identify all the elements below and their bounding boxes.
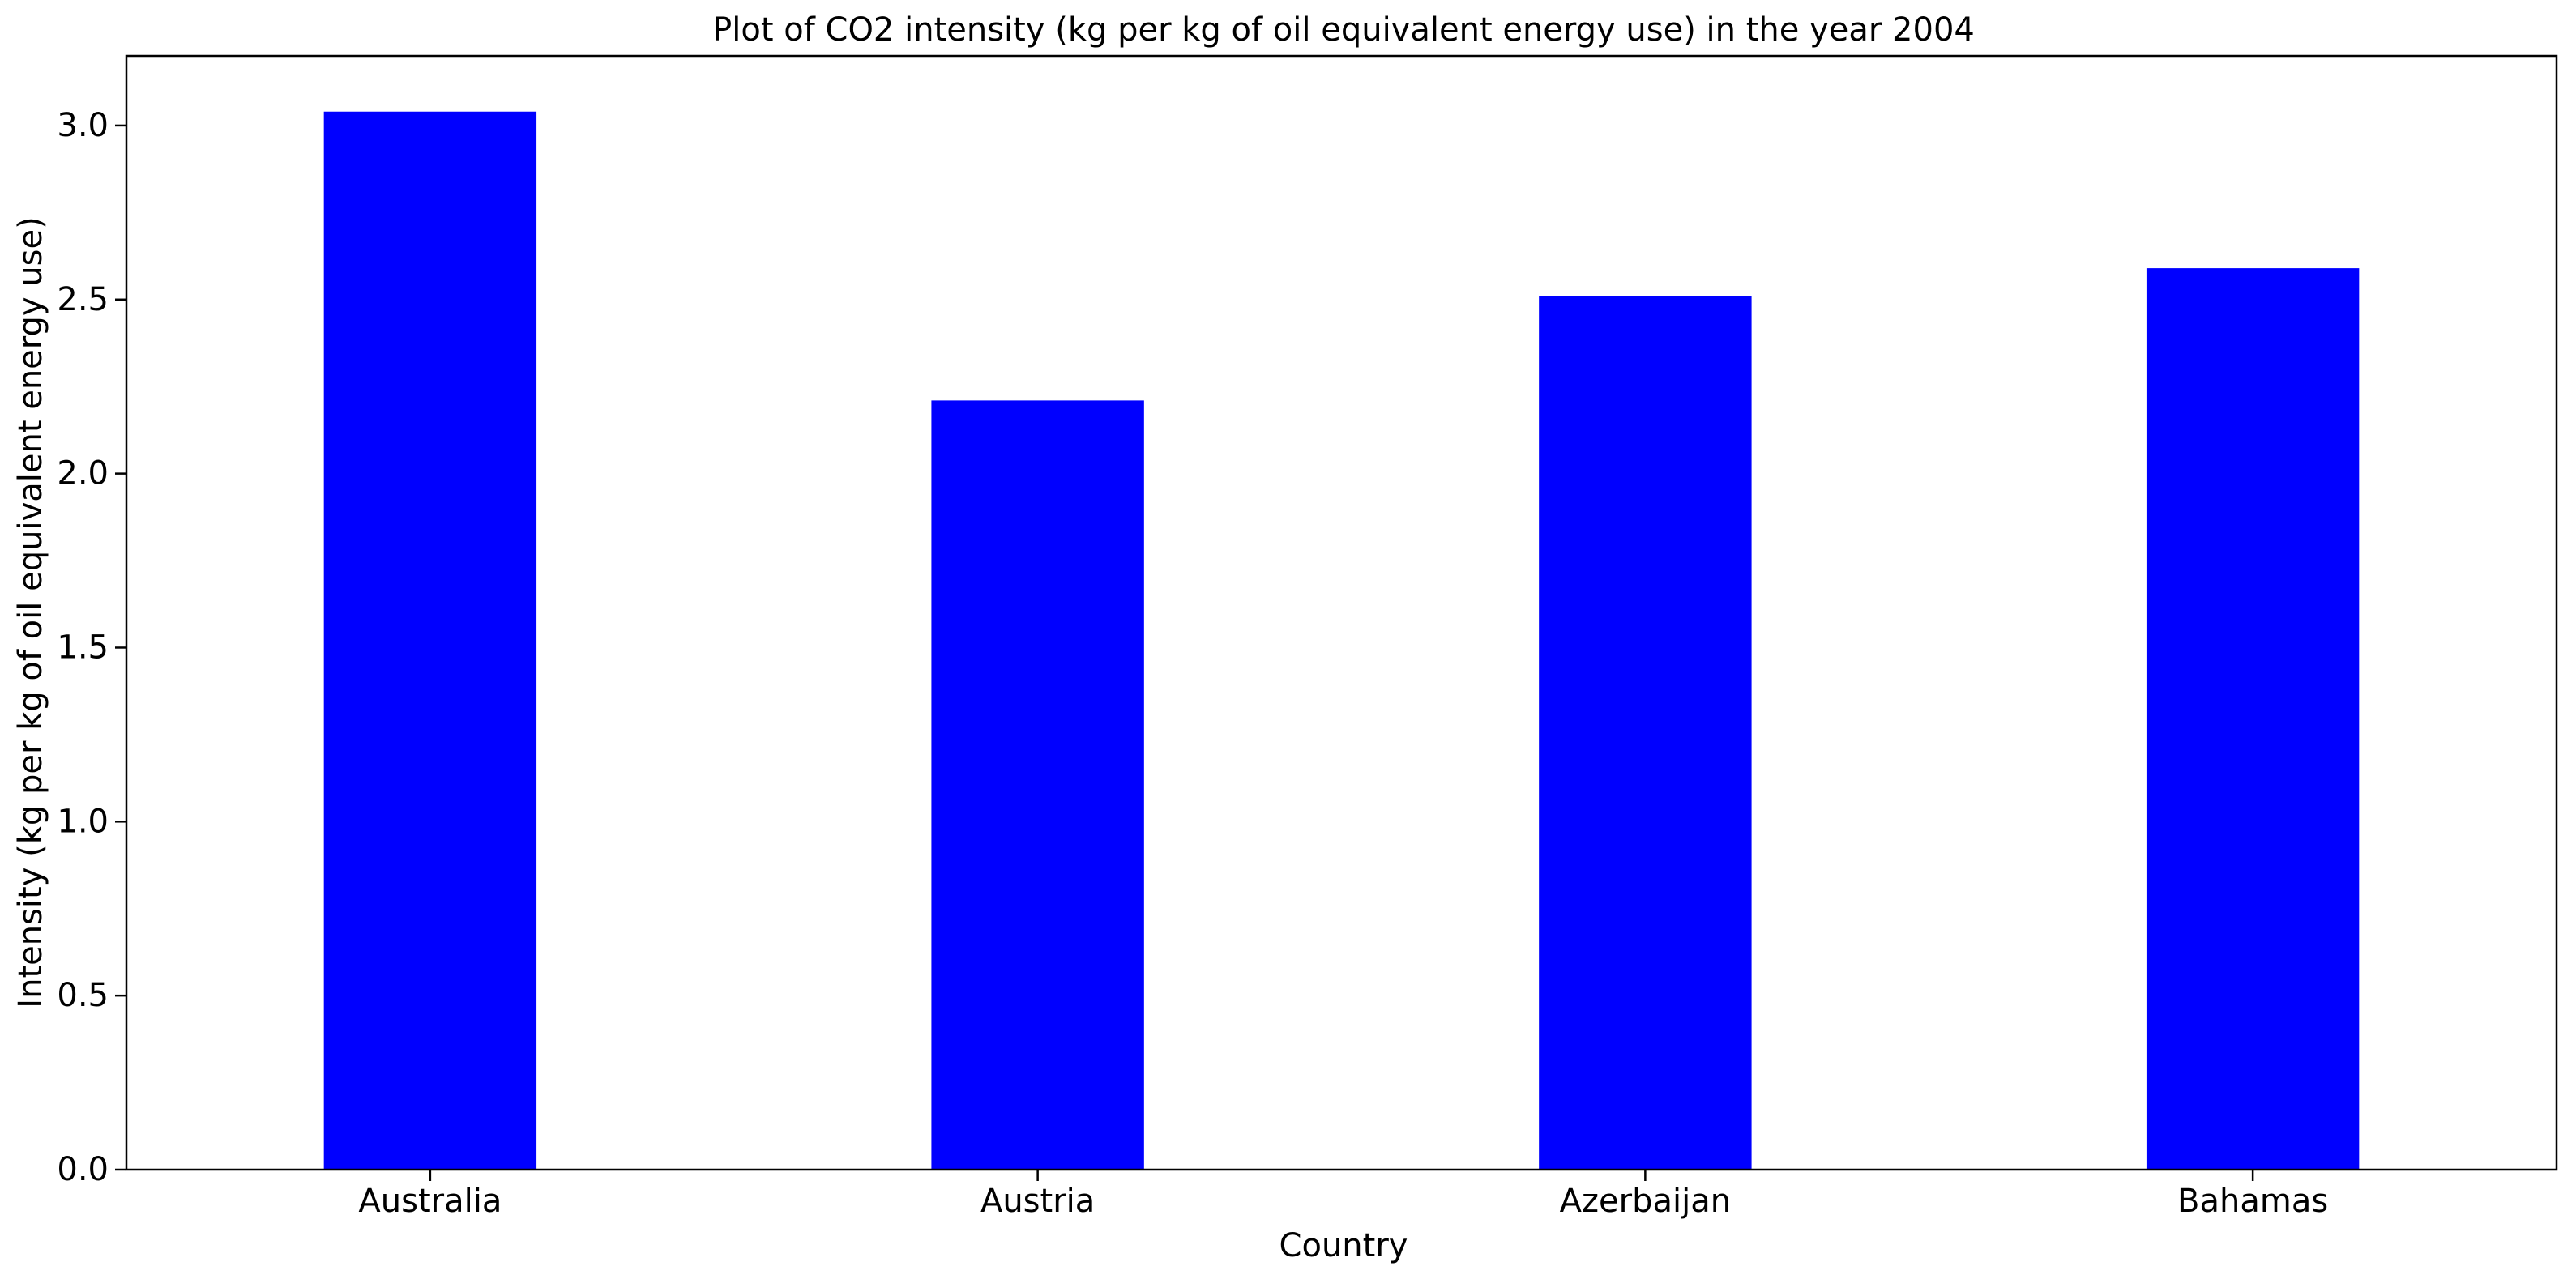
y-tick-label: 0.0 [57,1151,109,1188]
y-tick-label: 0.5 [57,977,109,1014]
y-axis-title: Intensity (kg per kg of oil equivalent e… [12,216,49,1008]
y-tick-label: 2.5 [57,281,109,318]
bar-bahamas [2146,268,2360,1170]
x-axis-title: Country [1279,1227,1408,1264]
x-tick-label-bahamas: Bahamas [2177,1183,2328,1220]
x-axis-ticks: Australia Austria Azerbaijan Bahamas [358,1170,2328,1220]
y-tick-label: 3.0 [57,107,109,144]
x-tick-label-azerbaijan: Azerbaijan [1560,1183,1731,1220]
bar-austria [931,400,1144,1170]
y-tick-label: 1.5 [57,629,109,666]
bar-azerbaijan [1539,296,1752,1170]
y-tick-label: 1.0 [57,803,109,840]
chart-title: Plot of CO2 intensity (kg per kg of oil … [712,11,1975,49]
x-tick-label-australia: Australia [358,1183,502,1220]
y-axis-ticks: 0.0 0.5 1.0 1.5 2.0 2.5 3.0 [57,107,126,1188]
x-tick-label-austria: Austria [980,1183,1095,1220]
plot-area-frame [125,54,2558,1171]
y-tick-label: 2.0 [57,455,109,492]
bar-australia [323,111,537,1170]
bars-group [323,111,2360,1170]
